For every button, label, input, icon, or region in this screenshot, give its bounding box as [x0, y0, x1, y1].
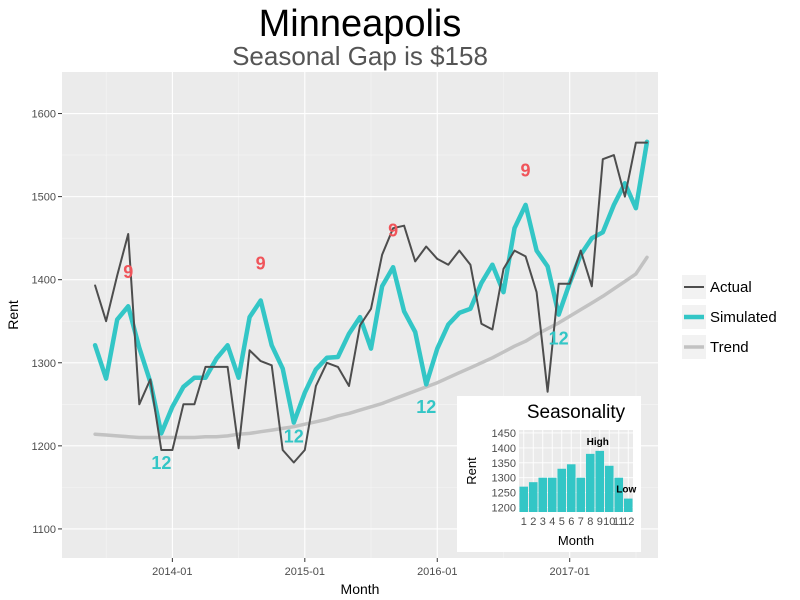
inset-title: Seasonality	[527, 402, 626, 423]
inset-x-tick-label: 8	[587, 516, 593, 528]
inset-y-tick-labels: 1200 1250 1300 1350 1400 1450	[492, 428, 516, 515]
y-tick-label: 1600	[32, 109, 56, 121]
inset-bar	[547, 477, 557, 512]
inset-bar	[614, 477, 624, 512]
month-annotation: 9	[256, 253, 266, 273]
inset-y-tick-label: 1250	[492, 488, 516, 500]
y-axis-title: Rent	[5, 300, 21, 330]
legend-label: Actual	[710, 279, 752, 296]
inset-y-tick-label: 1400	[492, 443, 516, 455]
inset-bar	[557, 468, 567, 512]
inset-bar	[595, 450, 605, 512]
annotations: 9 12 9 12 9 12 9 12	[123, 160, 568, 472]
series-line-simulated	[92, 139, 650, 436]
x-tick-label: 2016-01	[417, 566, 457, 578]
inset-bar	[585, 453, 595, 512]
inset-note: High	[587, 437, 609, 448]
inset-x-tick-label: 3	[540, 516, 546, 528]
inset-note: Low	[616, 485, 636, 496]
x-axis-title: Month	[341, 581, 380, 597]
y-tick-label: 1300	[32, 358, 56, 370]
inset-grid	[519, 430, 633, 512]
x-tick-label: 2014-01	[152, 566, 192, 578]
inset-y-tick-label: 1350	[492, 458, 516, 470]
inset-bar	[604, 465, 614, 512]
month-annotation: 12	[416, 397, 436, 417]
x-tick-label: 2015-01	[285, 566, 325, 578]
inset-bar	[538, 477, 548, 512]
legend: Actual Simulated Trend	[676, 270, 790, 366]
inset-x-tick-label: 4	[549, 516, 555, 528]
inset-x-axis-title: Month	[558, 533, 594, 548]
inset-bar	[528, 482, 538, 512]
inset-bar	[519, 486, 529, 512]
inset-x-tick-label: 1	[521, 516, 527, 528]
y-tick-labels: 1100 1200 1300 1400 1500 1600	[32, 109, 62, 536]
x-tick-label: 2017-01	[550, 566, 590, 578]
chart-title: Minneapolis	[258, 3, 462, 45]
y-tick-label: 1400	[32, 275, 56, 287]
legend-label: Simulated	[710, 309, 777, 326]
month-annotation: 9	[123, 262, 133, 282]
inset-x-tick-label: 6	[568, 516, 574, 528]
grid-minor	[62, 72, 658, 558]
inset-y-axis-title: Rent	[464, 457, 479, 485]
month-annotation: 9	[388, 220, 398, 240]
inset-y-tick-label: 1200	[492, 503, 516, 515]
inset-y-tick-label: 1300	[492, 473, 516, 485]
series-lines	[92, 139, 650, 464]
inset-bar	[576, 477, 586, 512]
y-tick-label: 1100	[32, 524, 56, 536]
month-annotation: 9	[521, 160, 531, 180]
legend-label: Trend	[710, 339, 749, 356]
inset-panel	[519, 430, 633, 512]
y-tick-label: 1500	[32, 192, 56, 204]
inset-x-tick-label: 9	[597, 516, 603, 528]
x-tick-labels: 2014-01 2015-01 2016-01 2017-01	[152, 558, 590, 578]
inset-bars	[519, 450, 633, 512]
month-annotation: 12	[284, 426, 304, 446]
inset-x-tick-label: 5	[559, 516, 565, 528]
inset-x-tick-label: 2	[530, 516, 536, 528]
inset-y-tick-label: 1450	[492, 428, 516, 440]
inset-x-tick-label: 12	[622, 516, 634, 528]
chart-subtitle: Seasonal Gap is $158	[232, 41, 488, 71]
series-line-actual	[94, 141, 648, 464]
inset-x-tick-label: 7	[578, 516, 584, 528]
inset-x-tick-label: 11	[613, 516, 624, 528]
inset-notes: High Low	[587, 437, 637, 496]
y-tick-label: 1200	[32, 441, 56, 453]
inset-x-tick-label: 10	[603, 516, 615, 528]
month-annotation: 12	[151, 453, 171, 473]
inset-bar	[566, 464, 576, 512]
month-annotation: 12	[549, 328, 569, 348]
inset-bar	[623, 498, 633, 512]
